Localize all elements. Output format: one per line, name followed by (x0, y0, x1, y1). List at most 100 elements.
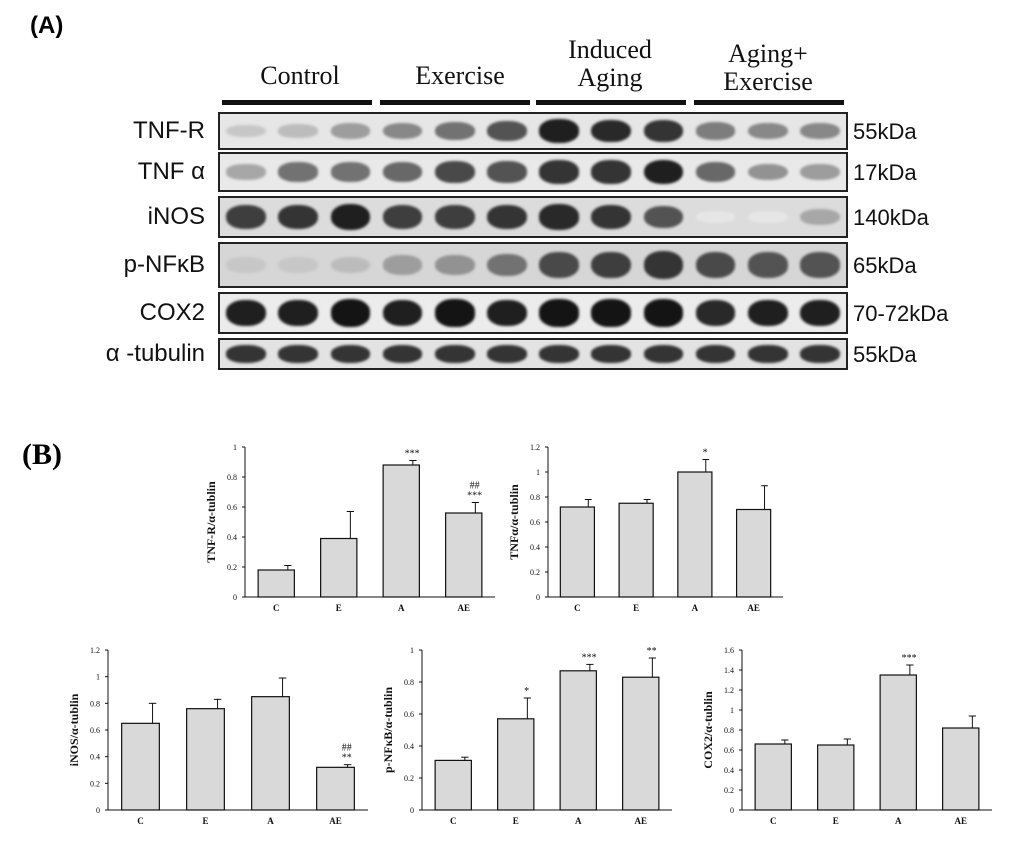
y-tick-label: 0.6 (227, 503, 237, 512)
protein-label: COX2 (139, 299, 205, 326)
bar (735, 508, 772, 598)
chart-tnf-alpha: 0 0.2 0.4 0.6 0.8 1 1.2 TNFα/α-tublin C E A * AE (507, 443, 783, 613)
category-label: AE (954, 816, 967, 826)
blot-band (591, 160, 632, 184)
bar (677, 471, 713, 598)
protein-label: iNOS (147, 203, 205, 230)
y-tick-label: 0.6 (724, 746, 734, 755)
blot-band (434, 204, 475, 230)
blot-strip (218, 196, 848, 238)
y-tick-label: 1.6 (724, 646, 734, 655)
bar (257, 569, 295, 598)
y-tick-label: 1 (730, 706, 734, 715)
significance-label: *** (582, 652, 597, 663)
blot-band (487, 299, 527, 327)
blot-band (591, 345, 632, 363)
blot-band (434, 345, 475, 363)
blot-band (278, 204, 319, 230)
y-tick-label: 0 (96, 806, 100, 815)
category-label: C (770, 816, 777, 826)
blot-band (747, 299, 788, 327)
blot-band (278, 299, 319, 327)
blot-band (643, 299, 684, 327)
category-label: C (450, 816, 457, 826)
category-label: E (633, 603, 639, 613)
category-label: AE (747, 603, 760, 613)
blot-band (539, 299, 579, 327)
blot-strip (218, 292, 848, 334)
blot-band (330, 162, 371, 182)
group-label-exercise: Exercise (415, 61, 505, 90)
kda-label: 70-72kDa (853, 301, 949, 326)
y-tick-label: 1.2 (724, 686, 734, 695)
category-label: A (895, 816, 902, 826)
y-tick-label: 0.6 (90, 726, 100, 735)
category-label: A (267, 816, 274, 826)
blot-band (330, 123, 371, 139)
blot-band (695, 211, 736, 223)
bar (879, 674, 917, 811)
bar (942, 727, 980, 811)
blot-band (487, 121, 527, 141)
blot-band (434, 161, 475, 183)
protein-label: α -tubulin (105, 340, 205, 367)
blot-band (643, 159, 684, 185)
y-tick-label: 0.8 (227, 473, 237, 482)
blot-band (591, 204, 632, 230)
blot-band (591, 251, 632, 279)
y-tick-label: 0 (536, 593, 540, 602)
y-tick-label: 1 (96, 673, 100, 682)
kda-label: 55kDa (853, 342, 917, 367)
bar (382, 464, 420, 598)
chart-p-nfkb: 0 0.2 0.4 0.6 0.8 1 p-NFκB/α-tublin C E * A *** AE ** (381, 646, 672, 826)
kda-label: 140kDa (853, 205, 929, 230)
blot-band (747, 163, 788, 181)
category-label: A (398, 603, 405, 613)
blot-band (539, 119, 579, 143)
blot-band (591, 299, 632, 327)
blot-band (487, 345, 527, 363)
significance-label: * (524, 686, 529, 697)
blot-band (539, 251, 579, 279)
y-tick-label: 0.8 (724, 726, 734, 735)
significance-label: ## (342, 743, 352, 754)
significance-label: *** (467, 491, 482, 502)
significance-label: *** (902, 653, 917, 664)
kda-label: 65kDa (853, 253, 917, 278)
y-axis-label: iNOS/α-tublin (67, 693, 81, 766)
blot-band (695, 162, 736, 182)
blot-band (278, 257, 319, 273)
blot-band (382, 204, 423, 230)
blot-band (695, 345, 736, 363)
y-tick-label: 1 (410, 646, 414, 655)
y-tick-label: 1.2 (530, 443, 540, 452)
category-label: E (202, 816, 208, 826)
group-label-induced-aging: Induced Aging (568, 35, 652, 92)
blot-band (591, 119, 632, 143)
y-tick-label: 0.4 (530, 543, 540, 552)
kda-label: 55kDa (853, 119, 917, 144)
blot-band (800, 252, 840, 278)
y-tick-label: 0.2 (404, 774, 414, 783)
y-tick-label: 0.4 (227, 533, 237, 542)
category-label: A (575, 816, 582, 826)
blot-band (382, 299, 423, 327)
group-bar-exercise (380, 100, 530, 105)
category-label: E (513, 816, 519, 826)
blot-band (487, 161, 527, 183)
bar (622, 676, 660, 811)
blot-band (330, 256, 371, 274)
category-label: A (692, 603, 699, 613)
protein-label: p-NFκB (123, 251, 205, 278)
significance-label: ## (470, 481, 480, 492)
y-tick-label: 0.4 (724, 766, 734, 775)
y-tick-label: 0.2 (90, 779, 100, 788)
blot-band (747, 345, 788, 363)
bar (251, 696, 290, 811)
category-label: C (273, 603, 280, 613)
blot-band (643, 120, 684, 142)
bar (559, 506, 596, 598)
blot-band (278, 162, 319, 182)
blot-band (539, 345, 579, 363)
y-tick-label: 0.2 (530, 568, 540, 577)
